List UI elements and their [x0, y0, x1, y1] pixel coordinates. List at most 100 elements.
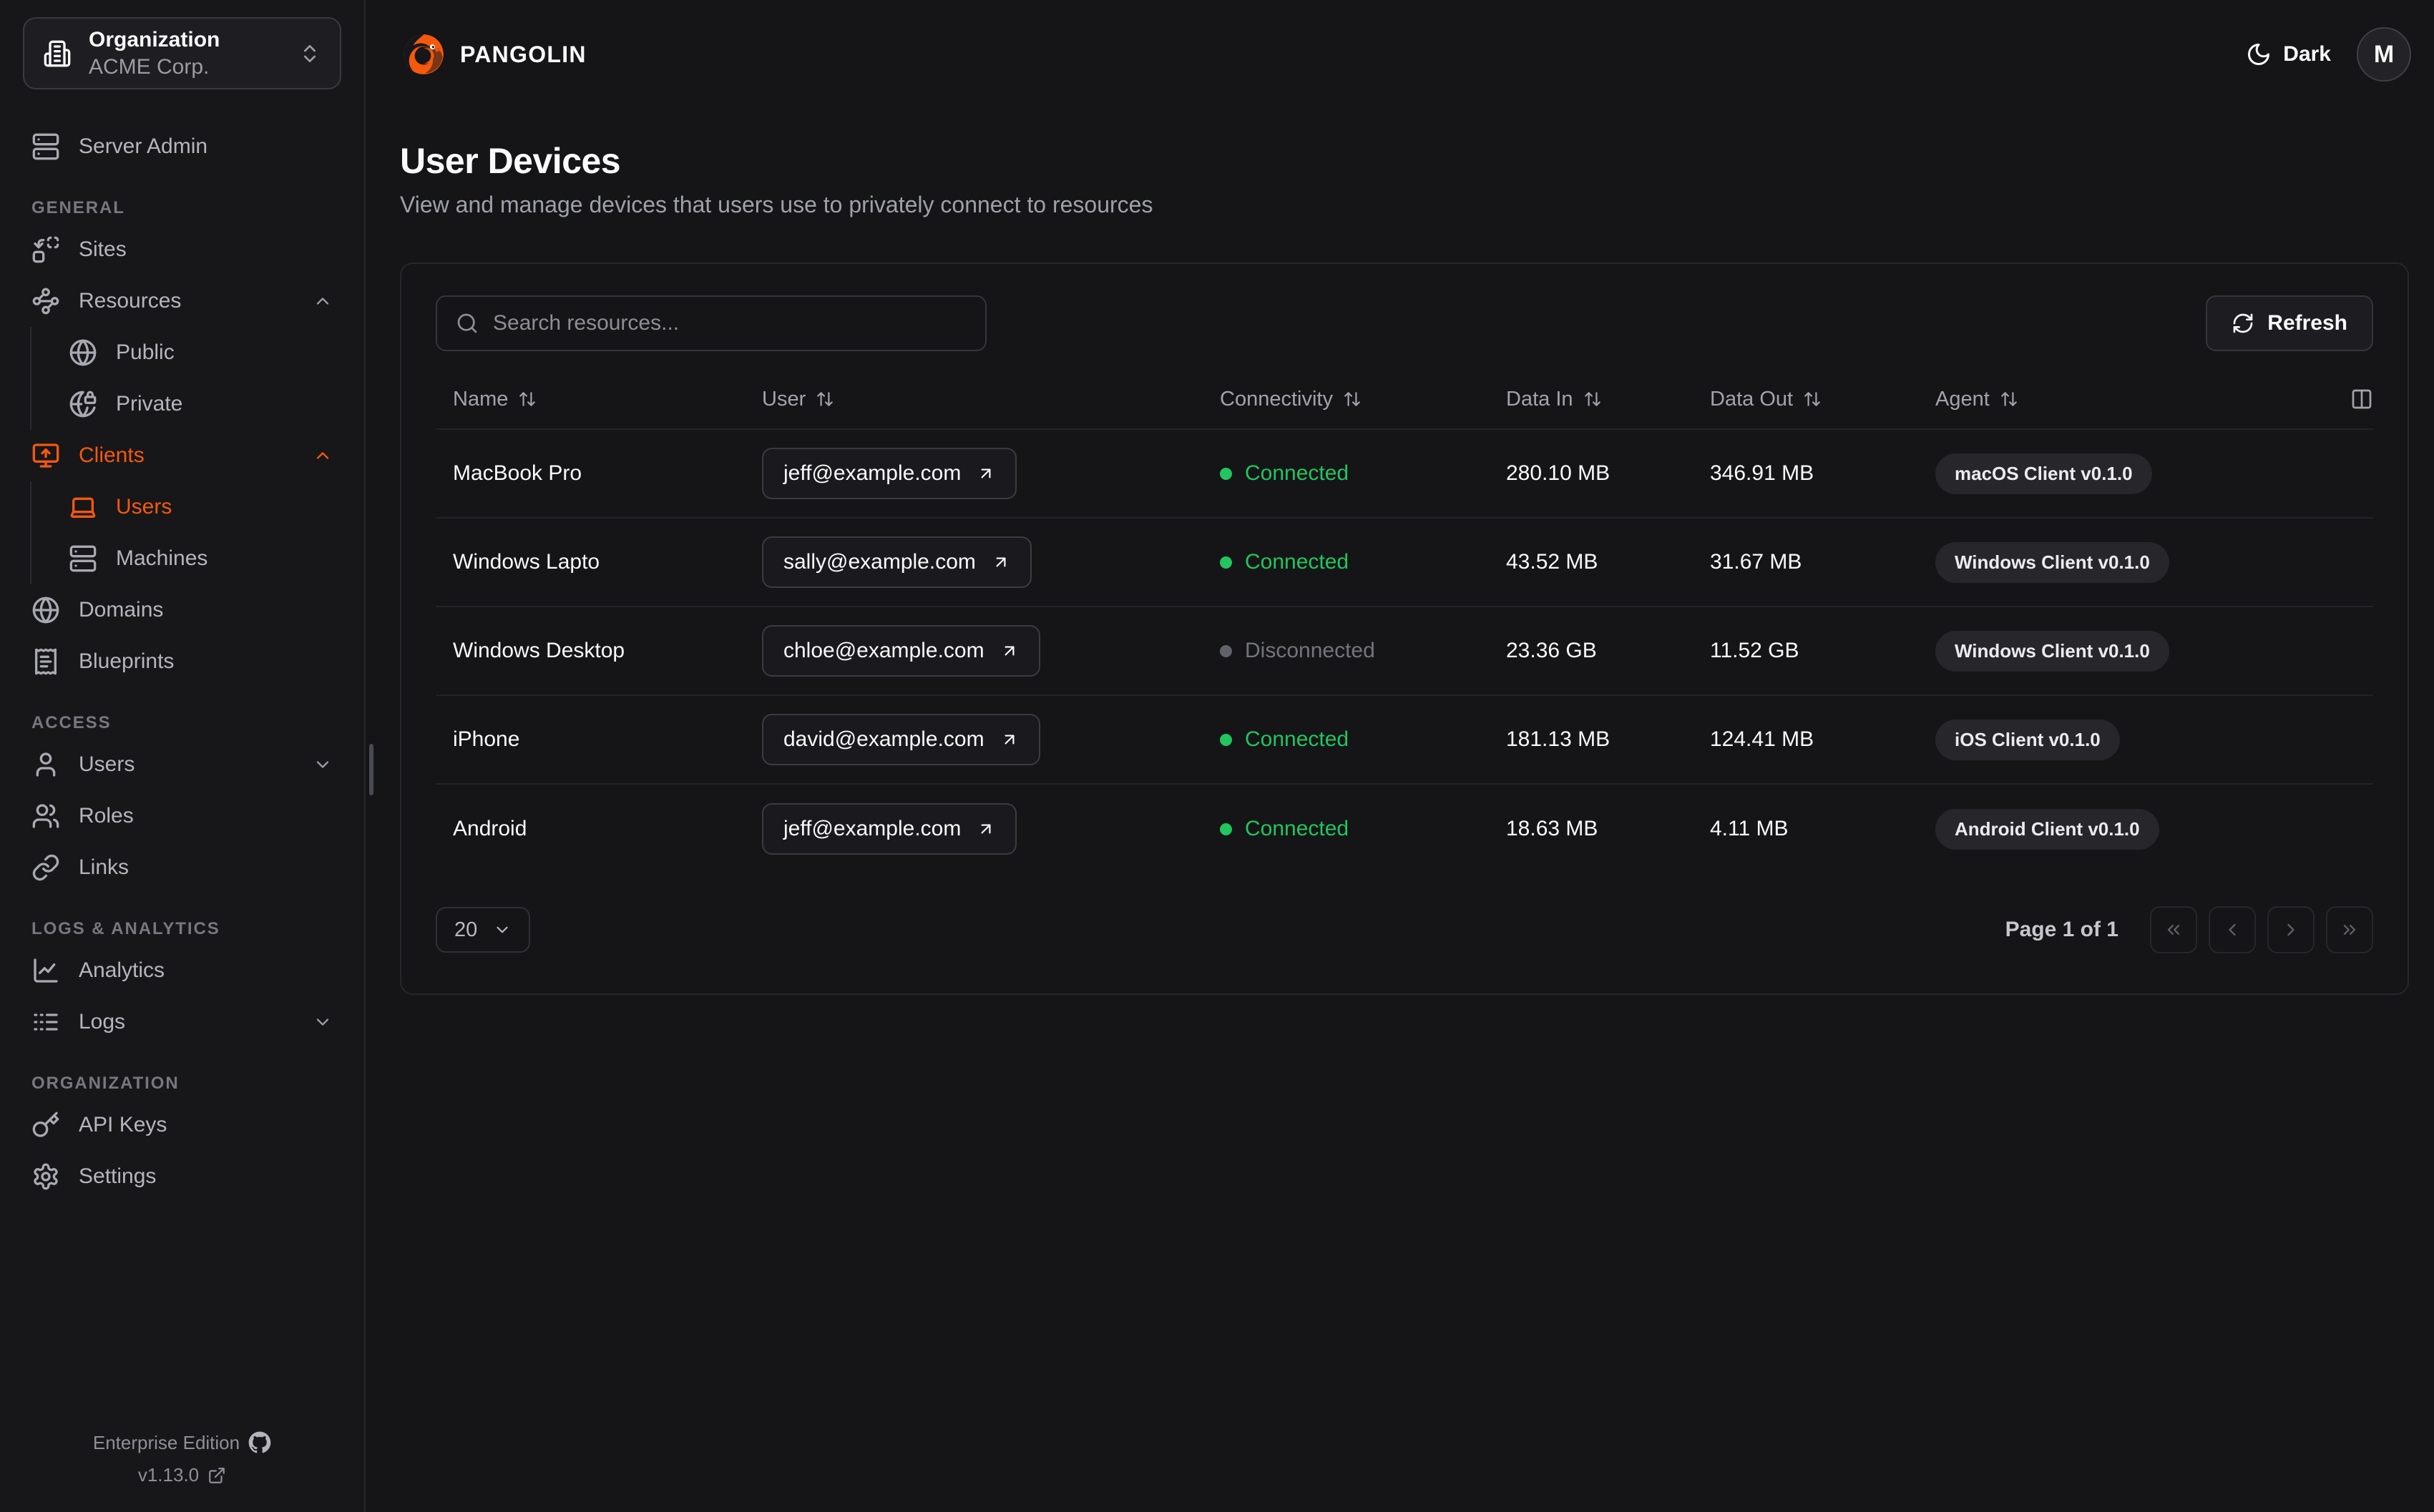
- first-page-button[interactable]: [2150, 906, 2197, 953]
- chevrons-up-down-icon: [304, 44, 316, 62]
- org-switcher[interactable]: Organization ACME Corp.: [23, 17, 341, 89]
- org-value: ACME Corp.: [89, 54, 210, 79]
- status-badge: Connected: [1203, 817, 1489, 841]
- data-in-value: 43.52 MB: [1506, 550, 1598, 574]
- sidebar-item-public[interactable]: Public: [60, 327, 341, 378]
- sidebar-item-logs[interactable]: Logs: [23, 996, 341, 1048]
- status-badge: Connected: [1203, 550, 1489, 574]
- user-link[interactable]: chloe@example.com: [762, 625, 1040, 677]
- chevron-down-icon: [316, 761, 329, 768]
- section-label-organization: ORGANIZATION: [31, 1074, 180, 1093]
- sidebar-item-server-admin[interactable]: Server Admin: [23, 121, 341, 172]
- org-label: Organization: [89, 27, 220, 51]
- status-badge: Connected: [1203, 461, 1489, 486]
- status-badge: Disconnected: [1203, 639, 1489, 663]
- section-label-general: GENERAL: [31, 198, 125, 217]
- refresh-icon: [2233, 313, 2253, 333]
- page-subtitle: View and manage devices that users use t…: [400, 192, 1153, 217]
- search-input[interactable]: [493, 311, 967, 335]
- column-header-data-in[interactable]: Data In: [1489, 388, 1693, 411]
- avatar[interactable]: M: [2357, 27, 2411, 82]
- sidebar-item-sites[interactable]: Sites: [23, 224, 341, 275]
- chevron-down-icon: [497, 926, 508, 933]
- globe-lock-icon: [69, 391, 97, 418]
- columns-icon: [2352, 389, 2372, 409]
- laptop-icon: [70, 497, 96, 518]
- table-row: MacBook Pro jeff@example.com Connected 2…: [436, 430, 2373, 519]
- sidebar-item-blueprints[interactable]: Blueprints: [23, 636, 341, 687]
- main-content: PANGOLIN Dark M User Devices View and ma…: [366, 0, 2434, 1512]
- chart-line-icon: [34, 958, 58, 983]
- search-box: [436, 295, 987, 351]
- data-in-value: 23.36 GB: [1506, 639, 1597, 662]
- sidebar-item-links[interactable]: Links: [23, 842, 341, 893]
- sidebar-item-machines[interactable]: Machines: [60, 533, 341, 584]
- resources-sublist: Public Private: [30, 327, 341, 430]
- refresh-button[interactable]: Refresh: [2206, 295, 2373, 351]
- chevron-up-icon: [316, 452, 329, 459]
- device-name: Windows Lapto: [453, 550, 600, 574]
- user-link[interactable]: jeff@example.com: [762, 448, 1017, 499]
- sort-icon: [1584, 392, 1600, 406]
- column-header-name[interactable]: Name: [436, 388, 745, 411]
- logs-icon: [34, 1013, 58, 1031]
- theme-toggle[interactable]: Dark: [2246, 41, 2331, 67]
- table-row: Windows Lapto sally@example.com Connecte…: [436, 519, 2373, 607]
- sidebar-item-users[interactable]: Users: [23, 739, 341, 790]
- sidebar-item-settings[interactable]: Settings: [23, 1151, 341, 1202]
- sidebar-item-roles[interactable]: Roles: [23, 790, 341, 842]
- prev-page-button[interactable]: [2209, 906, 2256, 953]
- column-header-user[interactable]: User: [745, 388, 1203, 411]
- column-visibility-button[interactable]: [2330, 388, 2373, 411]
- arrow-up-right-icon: [981, 824, 991, 834]
- chevron-down-icon: [316, 1018, 329, 1026]
- pangolin-logo-icon: [404, 34, 444, 74]
- last-page-button[interactable]: [2326, 906, 2373, 953]
- theme-label: Dark: [2283, 42, 2331, 66]
- column-header-connectivity[interactable]: Connectivity: [1203, 388, 1489, 411]
- brand[interactable]: PANGOLIN: [400, 31, 587, 78]
- sidebar-item-clients-users[interactable]: Users: [60, 481, 341, 533]
- column-header-agent[interactable]: Agent: [1918, 388, 2330, 411]
- arrow-up-right-icon: [996, 557, 1006, 567]
- data-in-value: 280.10 MB: [1506, 461, 1611, 485]
- user-link[interactable]: sally@example.com: [762, 536, 1032, 588]
- data-out-value: 31.67 MB: [1710, 550, 1802, 574]
- globe-icon: [32, 597, 59, 624]
- page-size-select[interactable]: 20: [436, 907, 531, 953]
- user-link[interactable]: jeff@example.com: [762, 803, 1017, 855]
- chevron-right-icon: [2287, 923, 2294, 936]
- next-page-button[interactable]: [2267, 906, 2315, 953]
- sidebar-item-domains[interactable]: Domains: [23, 584, 341, 636]
- sidebar-nav: Server Admin GENERAL Sites Resources: [23, 121, 341, 1202]
- agent-badge: Android Client v0.1.0: [1935, 808, 2159, 850]
- sidebar-scrollbar[interactable]: [369, 744, 373, 795]
- table-header-row: Name User Connectivity Data In: [436, 370, 2373, 430]
- device-name: iPhone: [453, 727, 520, 751]
- sidebar-item-api-keys[interactable]: API Keys: [23, 1099, 341, 1151]
- status-dot: [1220, 823, 1232, 835]
- chevron-up-icon: [316, 298, 329, 305]
- data-out-value: 11.52 GB: [1710, 639, 1799, 662]
- agent-badge: Windows Client v0.1.0: [1935, 630, 2169, 672]
- globe-icon: [69, 339, 97, 366]
- data-out-value: 346.91 MB: [1710, 461, 1814, 485]
- data-in-value: 18.63 MB: [1506, 817, 1598, 840]
- user-link[interactable]: david@example.com: [762, 714, 1040, 765]
- status-dot: [1220, 733, 1232, 746]
- github-icon[interactable]: [248, 1431, 271, 1454]
- sidebar-item-resources[interactable]: Resources: [23, 275, 341, 327]
- sidebar: Organization ACME Corp. Server Admin GEN…: [0, 0, 366, 1512]
- search-icon: [457, 313, 477, 333]
- chevron-left-icon: [2229, 923, 2236, 936]
- status-dot: [1220, 556, 1232, 569]
- page-head: User Devices View and manage devices tha…: [400, 140, 2411, 218]
- column-header-data-out[interactable]: Data Out: [1693, 388, 1918, 411]
- sidebar-item-clients[interactable]: Clients: [23, 430, 341, 481]
- sidebar-item-private[interactable]: Private: [60, 378, 341, 430]
- sidebar-item-analytics[interactable]: Analytics: [23, 945, 341, 996]
- building-icon: [44, 40, 71, 67]
- external-link-icon[interactable]: [207, 1466, 226, 1485]
- users-icon: [32, 804, 59, 828]
